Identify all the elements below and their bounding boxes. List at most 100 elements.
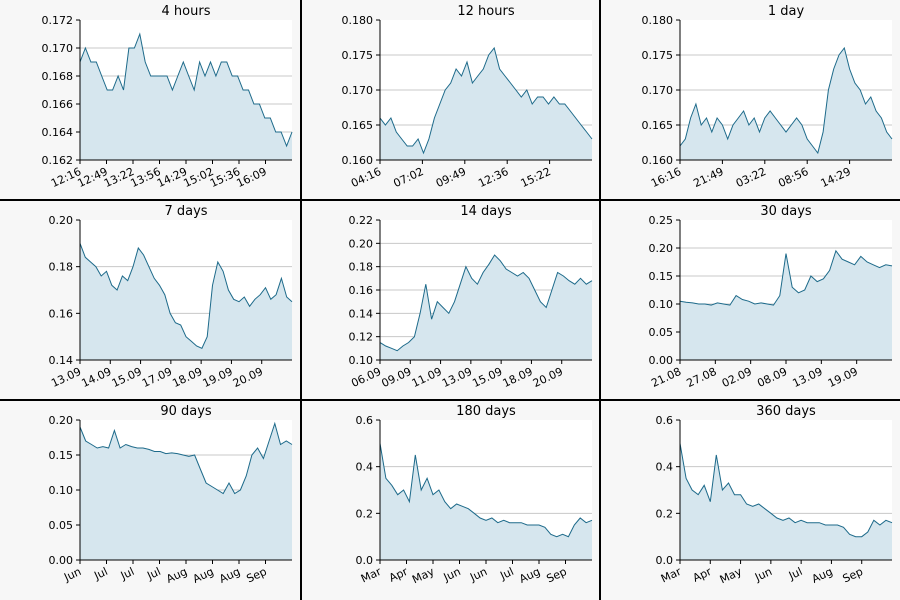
y-tick-label: 0.165 [642, 119, 674, 132]
series-area [380, 443, 592, 560]
series-line [679, 46, 893, 155]
y-tick-label: 0.20 [49, 214, 74, 227]
chart-title: 12 hours [457, 4, 514, 19]
series-line [379, 443, 593, 538]
y-tick-label: 0.16 [49, 307, 74, 320]
chart-title: 90 days [160, 404, 212, 419]
x-tick-label: 16:16 [649, 165, 683, 190]
y-tick-label: 0.164 [42, 126, 74, 139]
y-tick-label: 0.12 [349, 331, 374, 344]
y-tick-label: 0.10 [49, 484, 74, 497]
y-tick-label: 0.4 [656, 461, 674, 474]
x-tick-label: Jun [752, 565, 774, 584]
x-tick-label: 15:22 [519, 165, 553, 190]
chart-svg: 0.00 0.05 0.10 0.15 0.20 0.25 21.08 27.08 02.09 0… [649, 204, 893, 390]
x-tick-label: Aug [191, 565, 216, 586]
y-tick-label: 0.160 [642, 154, 674, 167]
x-tick-label: Jul [91, 565, 109, 583]
y-tick-label: 0.20 [349, 237, 374, 250]
x-tick-label: Sep [244, 565, 268, 586]
x-tick-label: Aug [164, 565, 189, 586]
x-tick-label: May [410, 565, 437, 587]
y-tick-label: 0.15 [649, 270, 674, 283]
y-tick-label: 0.00 [49, 554, 74, 567]
x-tick-label: Aug [217, 565, 242, 586]
series-area [680, 250, 892, 360]
y-tick-label: 0.25 [649, 214, 674, 227]
chart-panel: 0.160 0.165 0.170 0.175 0.180 04:16 07:02 09:49… [300, 0, 600, 200]
y-tick-label: 0.180 [342, 14, 374, 27]
x-tick-label: Aug [810, 565, 835, 586]
y-tick-label: 0.172 [42, 14, 74, 27]
x-tick-label: 04:16 [349, 165, 383, 190]
chart-svg: 0.0 0.2 0.4 0.6 Mar Apr May Jun Jul Aug Sep 360 day… [656, 404, 893, 587]
y-tick-label: 0.14 [349, 307, 374, 320]
series-area [680, 48, 892, 160]
x-tick-label: 13.09 [49, 365, 83, 390]
y-tick-label: 0.170 [42, 42, 74, 55]
y-tick-label: 0.18 [349, 261, 374, 274]
panel-divider [599, 0, 601, 600]
chart-panel: 0.162 0.164 0.166 0.168 0.170 0.172 12:16 12:49… [0, 0, 300, 200]
x-tick-label: 03:22 [734, 165, 768, 190]
series-line [79, 421, 293, 495]
series-area [380, 48, 592, 160]
y-tick-label: 0.160 [342, 154, 374, 167]
y-tick-label: 0.165 [342, 119, 374, 132]
series-area [80, 423, 292, 560]
y-tick-label: 0.15 [49, 449, 74, 462]
panel-divider [0, 399, 900, 401]
y-tick-label: 0.0 [356, 554, 374, 567]
y-tick-label: 0.4 [356, 461, 374, 474]
x-tick-label: 20.09 [231, 365, 265, 390]
y-tick-label: 0.20 [649, 242, 674, 255]
x-tick-label: Jul [144, 565, 162, 583]
x-tick-label: 27.08 [685, 365, 719, 390]
chart-panel: 0.160 0.165 0.170 0.175 0.180 16:16 21:49 03:22… [600, 0, 900, 200]
y-tick-label: 0.18 [49, 261, 74, 274]
x-tick-label: 09:49 [434, 165, 468, 190]
y-tick-label: 0.166 [42, 98, 74, 111]
x-tick-label: May [718, 565, 745, 587]
x-tick-label: Jul [118, 565, 136, 583]
chart-title: 30 days [760, 204, 812, 219]
panel-divider [300, 0, 302, 600]
y-tick-label: 0.10 [649, 298, 674, 311]
series-line [379, 254, 593, 352]
x-tick-label: 06.09 [349, 365, 383, 390]
series-line [79, 32, 293, 148]
y-tick-label: 0.05 [649, 326, 674, 339]
y-tick-label: 0.0 [656, 554, 674, 567]
series-line [379, 46, 593, 155]
chart-panel: 0.0 0.2 0.4 0.6 Mar Apr May Jun Jun Jul Aug Sep 180 … [300, 400, 600, 600]
x-tick-label: Jul [497, 565, 515, 583]
y-tick-label: 0.20 [49, 414, 74, 427]
chart-title: 180 days [456, 404, 516, 419]
chart-svg: 0.10 0.12 0.14 0.16 0.18 0.20 0.22 06.0909.0911… [349, 204, 593, 390]
y-tick-label: 0.2 [656, 507, 674, 520]
x-tick-label: 19.09 [201, 365, 235, 390]
x-tick-label: Sep [544, 565, 568, 586]
series-line [679, 249, 893, 306]
y-tick-label: 0.6 [356, 414, 374, 427]
x-tick-label: 12:36 [476, 165, 510, 190]
y-tick-label: 0.175 [342, 49, 374, 62]
x-tick-label: 13.09 [791, 365, 825, 390]
chart-svg: 0.160 0.165 0.170 0.175 0.180 04:16 07:02 09:49… [342, 4, 593, 190]
y-tick-label: 0.168 [42, 70, 74, 83]
chart-svg: 0.1620.1640.1660.1680.1700.17212:1612:49… [42, 4, 293, 190]
y-tick-label: 0.162 [42, 154, 74, 167]
series-area [80, 34, 292, 160]
y-tick-label: 0.175 [642, 49, 674, 62]
x-tick-label: Mar [659, 565, 684, 586]
y-tick-label: 0.05 [49, 519, 74, 532]
x-tick-label: 17.09 [140, 365, 174, 390]
y-tick-label: 0.22 [349, 214, 374, 227]
y-tick-label: 0.10 [349, 354, 374, 367]
x-tick-label: 08:56 [776, 165, 810, 190]
x-tick-label: 11.09 [410, 365, 444, 390]
y-tick-label: 0.00 [649, 354, 674, 367]
